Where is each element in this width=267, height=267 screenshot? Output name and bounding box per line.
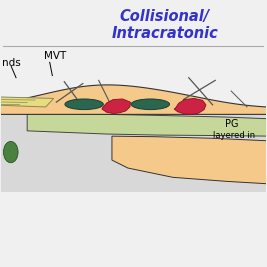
Ellipse shape (3, 142, 18, 163)
Polygon shape (174, 99, 206, 114)
Text: MVT: MVT (44, 52, 67, 61)
Text: Collisional/
Intracratonic: Collisional/ Intracratonic (112, 9, 218, 41)
Ellipse shape (65, 99, 103, 109)
Polygon shape (1, 112, 267, 192)
Polygon shape (27, 113, 267, 136)
Polygon shape (0, 97, 54, 107)
Text: nds: nds (2, 58, 21, 68)
Polygon shape (0, 85, 267, 114)
Text: layered in: layered in (213, 131, 255, 140)
Text: PG: PG (225, 119, 238, 129)
Ellipse shape (131, 99, 170, 109)
Polygon shape (112, 136, 267, 184)
Polygon shape (102, 99, 131, 113)
